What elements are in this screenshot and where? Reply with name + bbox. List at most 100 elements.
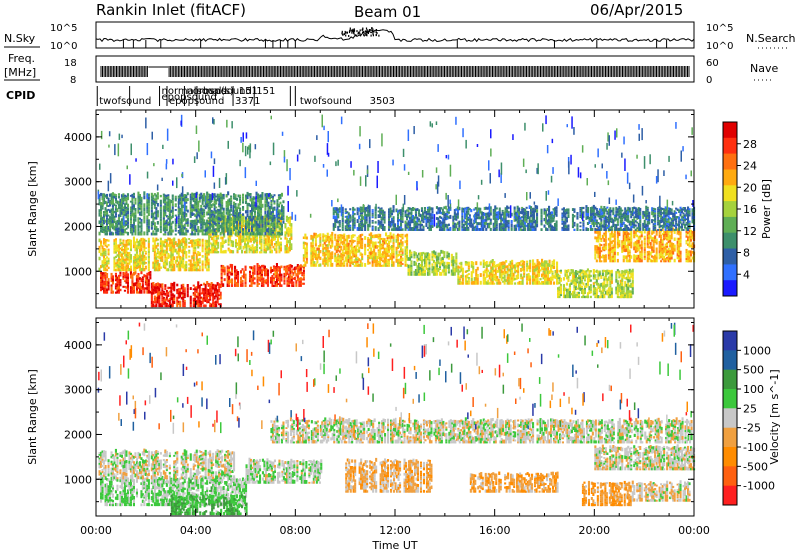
power-cell (303, 272, 305, 274)
power-cell (650, 242, 652, 245)
power-cell (520, 274, 522, 276)
power-cell (402, 243, 404, 245)
power-cell (439, 255, 441, 257)
power-cell (280, 244, 282, 246)
power-cell (185, 269, 187, 272)
power-cell (523, 263, 525, 265)
power-cell (490, 222, 492, 225)
power-cell (393, 261, 395, 264)
power-cell (477, 267, 479, 271)
power-cell (108, 251, 110, 253)
power-cell (648, 232, 650, 234)
power-cell (428, 270, 430, 273)
power-cell (410, 263, 412, 265)
power-cell (590, 275, 592, 277)
power-cell (461, 215, 463, 218)
power-cell (218, 289, 220, 291)
power-cell (584, 288, 586, 290)
power-cell (119, 244, 121, 246)
power-cell (137, 280, 139, 282)
power-cell (678, 248, 680, 250)
power-cell (172, 304, 174, 307)
power-cell (145, 258, 147, 260)
power-cell (337, 248, 339, 250)
power-cell (319, 243, 321, 246)
power-cell (644, 253, 646, 255)
power-cell (252, 244, 254, 247)
power-cell (275, 247, 277, 250)
power-cell (443, 229, 445, 232)
power-cell (176, 258, 178, 260)
power-cell (379, 241, 381, 244)
power-cell (623, 288, 625, 290)
power-cell (366, 217, 368, 219)
nsearch-label: N.Search (746, 32, 796, 45)
power-cell (245, 279, 247, 282)
power-cell (475, 261, 477, 265)
power-cell (188, 256, 190, 258)
power-cell (505, 260, 507, 263)
power-cell (458, 221, 460, 224)
power-cell (611, 270, 613, 274)
power-cell (402, 249, 404, 251)
power-cell (614, 241, 616, 245)
power-cell (202, 247, 204, 250)
power-cell (393, 220, 395, 224)
power-cell (254, 268, 256, 270)
power-cell (283, 280, 285, 282)
power-cell (254, 277, 256, 279)
power-cell (402, 260, 404, 262)
power-cell (157, 243, 159, 245)
power-cell (290, 226, 292, 229)
power-cell (457, 216, 459, 219)
noise-tick-right-top: 10^5 (706, 23, 733, 34)
power-cell (632, 276, 634, 280)
power-cell (384, 216, 386, 219)
power-cell (112, 291, 114, 294)
power-cell (563, 277, 565, 281)
power-cell (617, 252, 619, 256)
power-cell (294, 277, 296, 280)
power-cell (148, 240, 150, 243)
power-cell (434, 252, 436, 256)
power-cell (644, 247, 646, 249)
power-cell (334, 225, 336, 228)
power-cell (402, 252, 404, 254)
power-cell (388, 228, 390, 231)
power-cell (358, 250, 360, 253)
power-cell (511, 270, 513, 273)
noise-tick-left-bottom: 10^0 (50, 41, 77, 52)
power-cell (425, 261, 427, 264)
noise-burst (355, 34, 356, 36)
power-cell (590, 287, 592, 289)
power-cell (108, 284, 110, 287)
nsky-label: N.Sky (4, 32, 36, 45)
power-cell (113, 260, 115, 263)
power-cell (185, 256, 187, 259)
power-cell (306, 249, 308, 252)
power-cell (224, 278, 226, 281)
power-cell (327, 247, 329, 250)
power-cell (529, 275, 531, 278)
power-cell (303, 278, 305, 280)
power-cell (611, 280, 613, 284)
power-cell (671, 257, 673, 260)
power-cell (185, 238, 187, 241)
power-cell (148, 258, 150, 261)
power-cell (623, 259, 625, 263)
power-cell (331, 240, 333, 244)
power-cell (372, 216, 374, 218)
power-cell (357, 219, 359, 223)
power-cell (448, 262, 450, 264)
noise-burst (366, 31, 367, 33)
power-cell (369, 262, 371, 265)
power-cell (402, 250, 404, 252)
power-cell (256, 242, 258, 244)
power-cell (343, 263, 345, 265)
power-cell (339, 211, 341, 213)
power-cell (348, 235, 350, 239)
power-cell (245, 276, 247, 279)
power-cell (331, 255, 333, 259)
power-cell (477, 281, 479, 285)
power-cell (221, 275, 223, 277)
